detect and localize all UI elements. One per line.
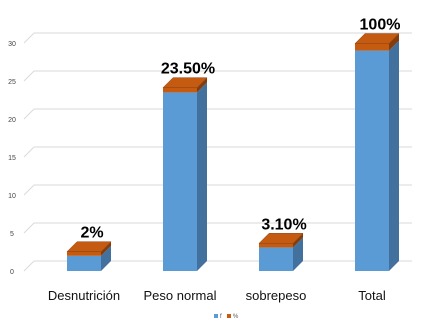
bar-side [389,40,399,271]
y-tick-label: 30 [8,41,16,48]
y-tick-label: 10 [8,193,16,200]
bars [66,33,400,272]
grid-line-depth [23,146,35,158]
data-label: 3.10% [261,216,306,233]
bar-percent-side [389,33,399,51]
grid-line-depth [23,184,35,196]
data-label: 100% [360,17,401,34]
x-category-label: Peso normal [144,288,217,303]
legend-label: % [233,314,239,320]
bar-percent-side [293,233,303,248]
bar-side [101,245,111,271]
y-tick-label: 20 [8,117,16,124]
legend: f% [214,314,239,320]
x-category-label: Total [358,288,386,303]
bar-side [293,237,303,271]
bar-percent-segment [355,43,389,51]
data-label: 2% [80,225,103,242]
bar-top [66,241,112,252]
bar-peso-normal [163,92,197,272]
bar-top [258,233,304,244]
grid-line-depth [23,260,35,272]
legend-label: f [220,314,222,320]
bar-percent-side [197,77,207,93]
bar-sobrepeso [259,247,293,271]
grid-line-depth [23,70,35,82]
bar-percent-segment [67,251,101,256]
bar-desnutrición [67,255,101,271]
y-tick-label: 0 [10,269,14,276]
legend-swatch [214,314,218,318]
grid-line-depth [23,222,35,234]
grid-line-depth [23,32,35,44]
legend-swatch [227,314,231,318]
grid-line-depth [23,108,35,120]
bar-side [197,82,207,272]
bar-top [162,77,208,88]
y-tick-label: 15 [8,155,16,162]
data-label: 23.50% [161,61,215,78]
y-tick-label: 5 [10,231,14,238]
labels: 0 5 10 15 20 25 30 2% Desnutrición 23.50% Peso nor… [8,17,400,303]
y-tick-label: 25 [8,79,16,86]
bar-top [354,33,400,44]
bar-total [355,50,389,271]
bar-percent-segment [259,243,293,248]
bar-percent-segment [163,87,197,93]
x-category-label: sobrepeso [246,288,307,303]
x-category-label: Desnutrición [48,288,120,303]
bar-percent-side [101,241,111,256]
